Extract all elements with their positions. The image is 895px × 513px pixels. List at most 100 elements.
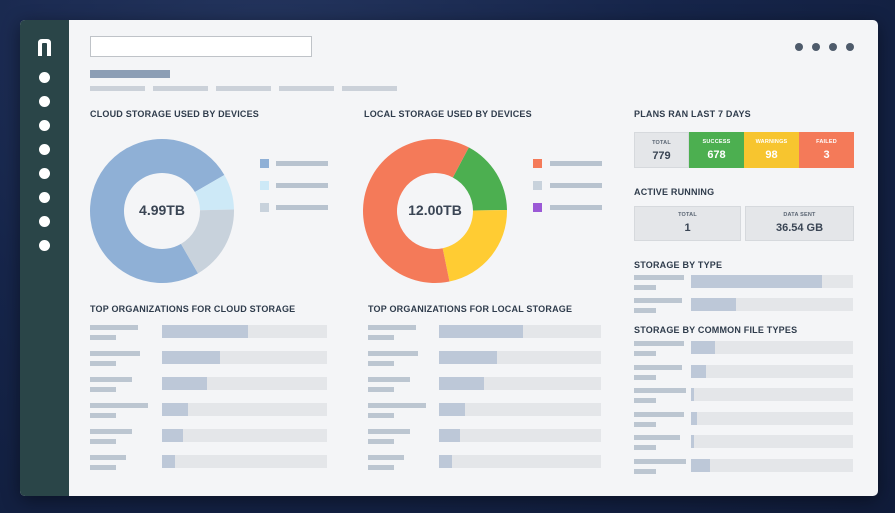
sidebar-item-2[interactable]	[39, 96, 50, 107]
cloud-org-row-label	[90, 325, 138, 330]
plans-failed-label: FAILED	[816, 139, 837, 145]
sidebar-item-3[interactable]	[39, 120, 50, 131]
file-type-bar-fill	[691, 458, 710, 472]
cloud-org-bar-track[interactable]	[162, 455, 327, 468]
cloud-legend-swatch-2	[260, 181, 269, 190]
local-storage-slice-2[interactable]	[442, 209, 507, 282]
cloud-org-bar-fill	[162, 455, 175, 468]
plans-total-box[interactable]: TOTAL 779	[634, 132, 689, 168]
cloud-org-row-sublabel	[90, 439, 116, 444]
plans-success-box[interactable]: SUCCESS 678	[689, 132, 744, 168]
cloud-org-bar-track[interactable]	[162, 325, 327, 338]
local-storage-slice-3[interactable]	[363, 139, 469, 283]
more-dots-icon[interactable]	[791, 42, 855, 52]
local-org-row-label	[368, 429, 410, 434]
local-legend-swatch-3	[533, 203, 542, 212]
local-storage-donut[interactable]	[362, 138, 508, 284]
plans-title: PLANS RAN LAST 7 DAYS	[634, 109, 751, 119]
top-cloud-orgs-title: TOP ORGANIZATIONS FOR CLOUD STORAGE	[90, 304, 296, 314]
sidebar-item-4[interactable]	[39, 144, 50, 155]
local-org-bar-track[interactable]	[439, 429, 601, 442]
file-type-bar-track[interactable]	[691, 435, 853, 448]
local-legend-label-2	[550, 183, 602, 188]
cloud-org-row-sublabel	[90, 335, 116, 340]
cloud-org-bar-fill	[162, 403, 188, 416]
cloud-org-row-sublabel	[90, 361, 116, 366]
local-legend-label-3	[550, 205, 602, 210]
local-org-bar-fill	[439, 351, 497, 364]
local-org-bar-fill	[439, 455, 452, 468]
active-sent-value: 36.54 GB	[775, 222, 824, 234]
storage-type-bar-track[interactable]	[691, 298, 853, 311]
cloud-storage-title: CLOUD STORAGE USED BY DEVICES	[90, 109, 259, 119]
local-org-bar-track[interactable]	[439, 403, 601, 416]
tab-active[interactable]	[90, 70, 170, 78]
plans-success-value: 678	[707, 149, 726, 161]
plans-total-value: 779	[652, 150, 671, 162]
local-org-bar-track[interactable]	[439, 351, 601, 364]
storage-type-bar-track[interactable]	[691, 275, 853, 288]
sidebar-item-5[interactable]	[39, 168, 50, 179]
file-type-bar-track[interactable]	[691, 411, 853, 425]
local-org-bar-track[interactable]	[439, 455, 601, 468]
cloud-storage-slice-2[interactable]	[194, 175, 234, 211]
active-total-value: 1	[684, 222, 691, 234]
plans-failed-box[interactable]: FAILED 3	[799, 132, 854, 168]
file-type-row-sublabel	[634, 445, 656, 450]
local-org-row-sublabel	[368, 439, 394, 444]
sidebar-item-8[interactable]	[39, 240, 50, 251]
sidebar-item-6[interactable]	[39, 192, 50, 203]
file-type-bar-fill	[691, 341, 715, 354]
storage-type-row-label	[634, 298, 682, 303]
tab-4[interactable]	[279, 86, 334, 91]
sidebar-item-1[interactable]	[39, 72, 50, 83]
local-org-bar-track[interactable]	[439, 377, 601, 390]
sidebar-item-7[interactable]	[39, 216, 50, 227]
cloud-org-row-sublabel	[90, 465, 116, 470]
cloud-org-bar-track[interactable]	[162, 429, 327, 442]
file-type-bar-fill	[691, 388, 694, 401]
local-storage-title: LOCAL STORAGE USED BY DEVICES	[364, 109, 532, 119]
cloud-org-row-label	[90, 429, 132, 434]
active-sent-box[interactable]: DATA SENT 36.54 GB	[745, 206, 854, 241]
active-total-box[interactable]: TOTAL 1	[634, 206, 741, 241]
plans-success-label: SUCCESS	[702, 139, 731, 145]
cloud-legend-label-3	[276, 205, 328, 210]
cloud-storage-slice-3[interactable]	[181, 209, 234, 274]
cloud-legend-swatch-1	[260, 159, 269, 168]
cloud-org-bar-track[interactable]	[162, 351, 327, 364]
tab-5[interactable]	[342, 86, 397, 91]
tab-1[interactable]	[90, 86, 145, 91]
cloud-org-bar-track[interactable]	[162, 377, 327, 390]
active-sent-label: DATA SENT	[783, 212, 816, 218]
cloud-storage-center-value: 4.99TB	[139, 202, 185, 218]
local-org-row-label	[368, 377, 410, 382]
dashboard-window: CLOUD STORAGE USED BY DEVICES 4.99TB LOC…	[20, 20, 878, 496]
tab-2[interactable]	[153, 86, 208, 91]
top-local-orgs-title: TOP ORGANIZATIONS FOR LOCAL STORAGE	[368, 304, 573, 314]
cloud-storage-slice-1[interactable]	[90, 139, 225, 283]
cloud-org-bar-track[interactable]	[162, 403, 327, 416]
local-org-bar-fill	[439, 377, 484, 390]
storage-type-bar-fill	[691, 275, 822, 288]
storage-type-row-sublabel	[634, 285, 656, 290]
cloud-storage-donut[interactable]	[89, 138, 235, 284]
file-type-bar-track[interactable]	[691, 364, 853, 378]
file-type-row-sublabel	[634, 421, 656, 427]
file-type-bar-track[interactable]	[691, 341, 853, 354]
local-storage-center-value: 12.00TB	[408, 202, 462, 218]
file-type-row-sublabel	[634, 398, 656, 403]
plans-warnings-label: WARNINGS	[755, 139, 788, 145]
file-type-bar-track[interactable]	[691, 388, 853, 401]
tab-3[interactable]	[216, 86, 271, 91]
local-storage-slice-1[interactable]	[452, 147, 507, 211]
search-input[interactable]	[90, 36, 312, 57]
nlogo-icon[interactable]	[36, 39, 53, 56]
sidebar	[20, 20, 69, 496]
plans-warnings-box[interactable]: WARNINGS 98	[744, 132, 799, 168]
local-org-bar-fill	[439, 403, 465, 416]
local-org-bar-track[interactable]	[439, 325, 601, 338]
local-legend-label-1	[550, 161, 602, 166]
file-type-bar-track[interactable]	[691, 458, 853, 472]
file-type-row-sublabel	[634, 374, 656, 380]
